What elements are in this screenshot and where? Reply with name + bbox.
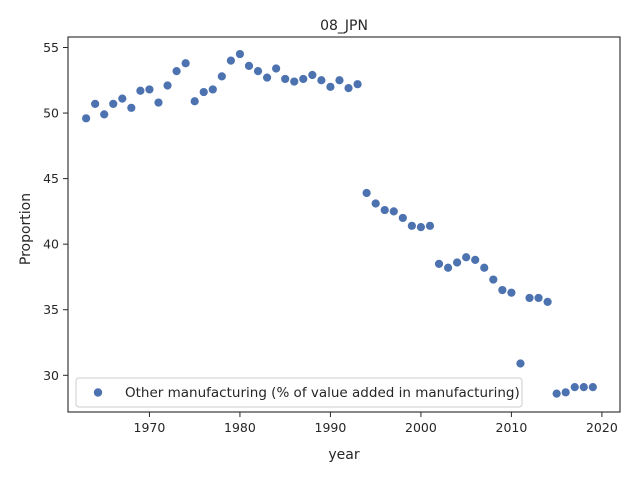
data-point [217, 72, 226, 81]
data-point [543, 297, 552, 306]
legend: Other manufacturing (% of value added in… [75, 377, 523, 408]
data-point [145, 85, 154, 94]
y-axis: 30 35 40 45 50 55 [43, 40, 68, 383]
data-point [118, 94, 127, 103]
data-point [570, 382, 579, 392]
x-axis: 1970 1980 1990 2000 2010 2020 [134, 412, 618, 435]
legend-frame [75, 377, 523, 408]
data-point [100, 110, 109, 119]
data-point [253, 66, 263, 76]
data-point [290, 77, 299, 86]
data-point [181, 59, 190, 68]
plot-frame [67, 36, 621, 413]
data-point [127, 103, 136, 112]
data-point [525, 293, 534, 303]
data-point [172, 66, 181, 76]
data-point [326, 82, 335, 91]
data-point [281, 74, 290, 84]
data-point [561, 388, 570, 397]
data-point [163, 81, 172, 90]
data-point [416, 223, 426, 232]
data-point [353, 80, 362, 89]
x-tick-label: 1970 [134, 420, 166, 435]
data-point [380, 205, 389, 215]
data-point [425, 221, 435, 230]
data-point [208, 85, 217, 94]
data-point [579, 382, 588, 392]
data-point [109, 99, 118, 108]
y-tick-label: 55 [43, 40, 59, 55]
chart-title: 08_JPN [320, 18, 368, 34]
y-axis-title: Proportion [18, 193, 34, 265]
data-point [471, 255, 480, 264]
y-tick-label: 40 [43, 237, 59, 252]
data-point [235, 49, 245, 59]
x-tick-label: 1980 [224, 420, 256, 435]
data-point [389, 207, 398, 216]
x-axis-title: year [328, 447, 359, 463]
data-point [480, 263, 489, 272]
data-point [190, 97, 199, 106]
data-point [136, 86, 145, 95]
data-point [317, 76, 326, 85]
y-tick-label: 45 [43, 171, 59, 186]
data-point [199, 87, 208, 97]
data-point [534, 293, 543, 303]
data-point [299, 74, 308, 84]
data-point [434, 259, 444, 268]
data-point [362, 188, 371, 198]
data-point [453, 258, 462, 267]
data-point [398, 213, 407, 223]
data-point [82, 114, 91, 123]
data-point [344, 84, 353, 93]
data-point [588, 382, 597, 392]
data-point [498, 285, 507, 295]
data-point [371, 199, 380, 208]
data-point [335, 76, 344, 85]
legend-marker [93, 388, 103, 397]
x-tick-label: 2020 [586, 420, 618, 435]
x-tick-label: 1990 [315, 420, 347, 435]
y-tick-label: 30 [43, 368, 59, 383]
y-tick-label: 50 [43, 106, 59, 121]
data-point [244, 61, 254, 70]
y-tick-label: 35 [43, 302, 59, 317]
x-tick-label: 2000 [405, 420, 437, 435]
data-point [91, 99, 100, 108]
data-point [489, 275, 498, 284]
data-point [443, 263, 453, 272]
data-point [154, 98, 163, 107]
data-point [407, 221, 416, 230]
data-point [516, 359, 525, 368]
data-point [272, 64, 281, 73]
data-point [262, 73, 272, 82]
plot-area [67, 36, 621, 413]
x-tick-label: 2010 [496, 420, 528, 435]
data-point [552, 389, 561, 398]
data-point [308, 70, 317, 80]
data-point [462, 253, 471, 262]
data-point [507, 288, 516, 297]
data-point [226, 56, 235, 65]
legend-label: Other manufacturing (% of value added in… [125, 385, 520, 401]
